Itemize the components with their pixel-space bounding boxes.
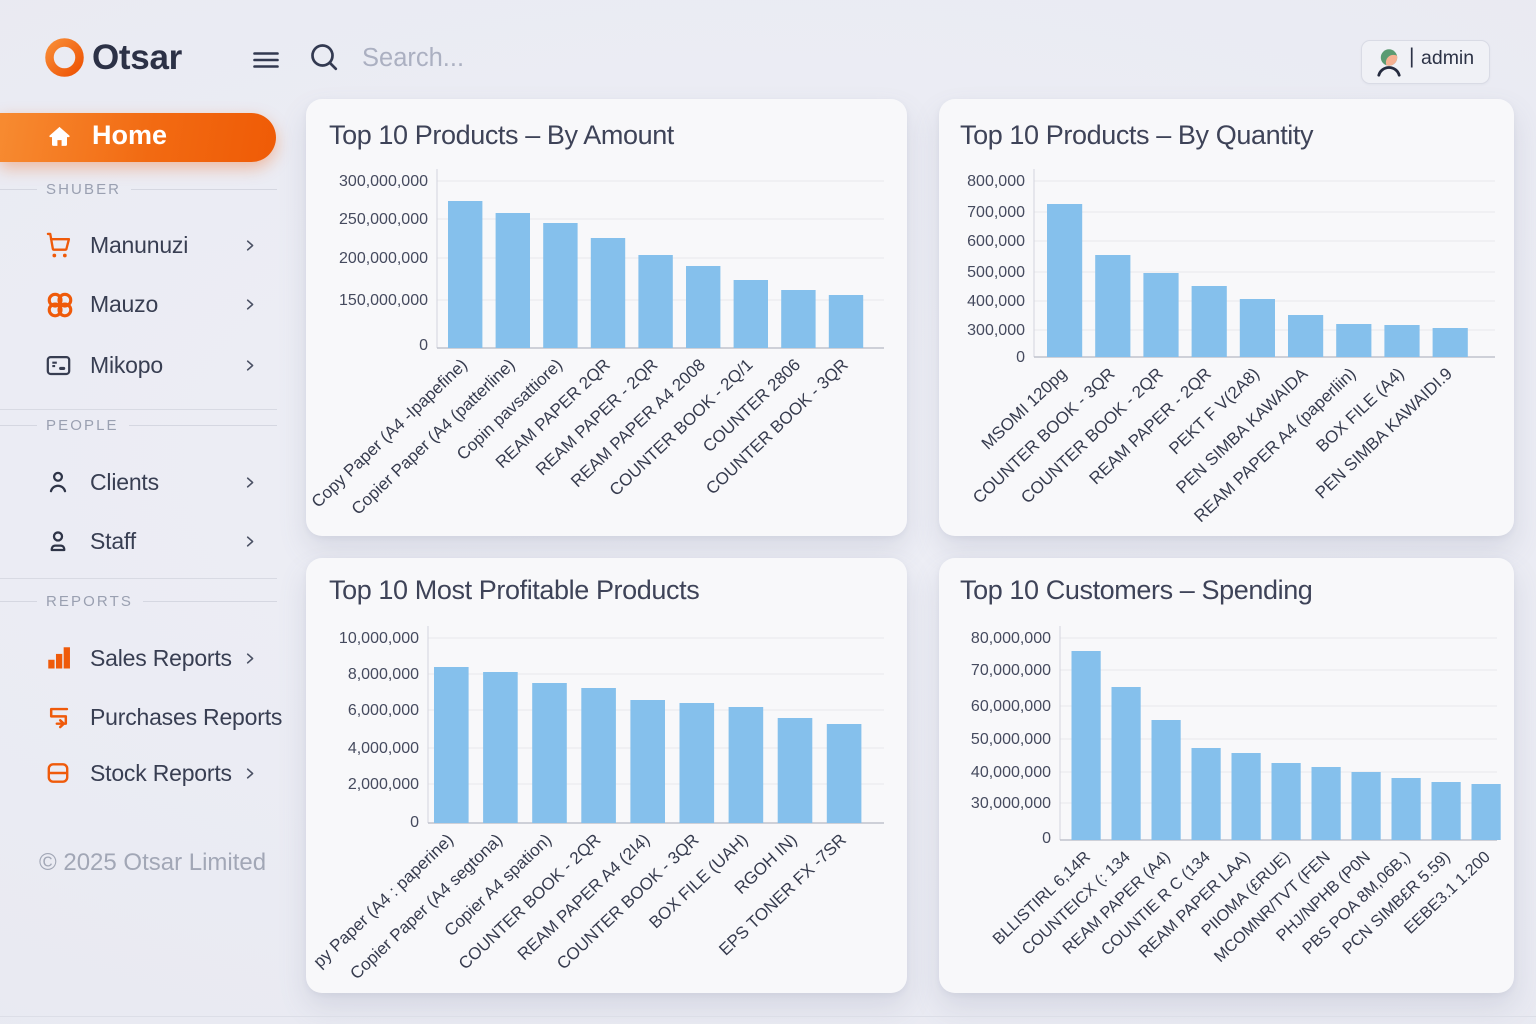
svg-text:6,000,000: 6,000,000 bbox=[348, 702, 419, 719]
svg-text:500,000: 500,000 bbox=[967, 264, 1025, 281]
svg-text:0: 0 bbox=[419, 337, 428, 354]
svg-text:300,000: 300,000 bbox=[967, 322, 1025, 339]
svg-text:8,000,000: 8,000,000 bbox=[348, 666, 419, 683]
svg-text:150,000,000: 150,000,000 bbox=[339, 292, 428, 309]
svg-text:0: 0 bbox=[1042, 830, 1051, 847]
svg-text:0: 0 bbox=[1016, 349, 1025, 366]
svg-text:10,000,000: 10,000,000 bbox=[339, 630, 419, 647]
svg-text:40,000,000: 40,000,000 bbox=[971, 764, 1051, 781]
svg-text:400,000: 400,000 bbox=[967, 293, 1025, 310]
svg-text:600,000: 600,000 bbox=[967, 233, 1025, 250]
svg-text:200,000,000: 200,000,000 bbox=[339, 250, 428, 267]
svg-text:MSOMI 120pg: MSOMI 120pg bbox=[978, 364, 1071, 453]
svg-text:700,000: 700,000 bbox=[967, 204, 1025, 221]
svg-text:60,000,000: 60,000,000 bbox=[971, 698, 1051, 715]
svg-text:80,000,000: 80,000,000 bbox=[971, 630, 1051, 647]
svg-text:250,000,000: 250,000,000 bbox=[339, 211, 428, 228]
svg-text:4,000,000: 4,000,000 bbox=[348, 740, 419, 757]
svg-text:2,000,000: 2,000,000 bbox=[348, 776, 419, 793]
svg-text:50,000,000: 50,000,000 bbox=[971, 731, 1051, 748]
svg-text:300,000,000: 300,000,000 bbox=[339, 173, 428, 190]
svg-text:800,000: 800,000 bbox=[967, 173, 1025, 190]
svg-text:0: 0 bbox=[410, 814, 419, 831]
svg-text:30,000,000: 30,000,000 bbox=[971, 795, 1051, 812]
svg-text:70,000,000: 70,000,000 bbox=[971, 662, 1051, 679]
